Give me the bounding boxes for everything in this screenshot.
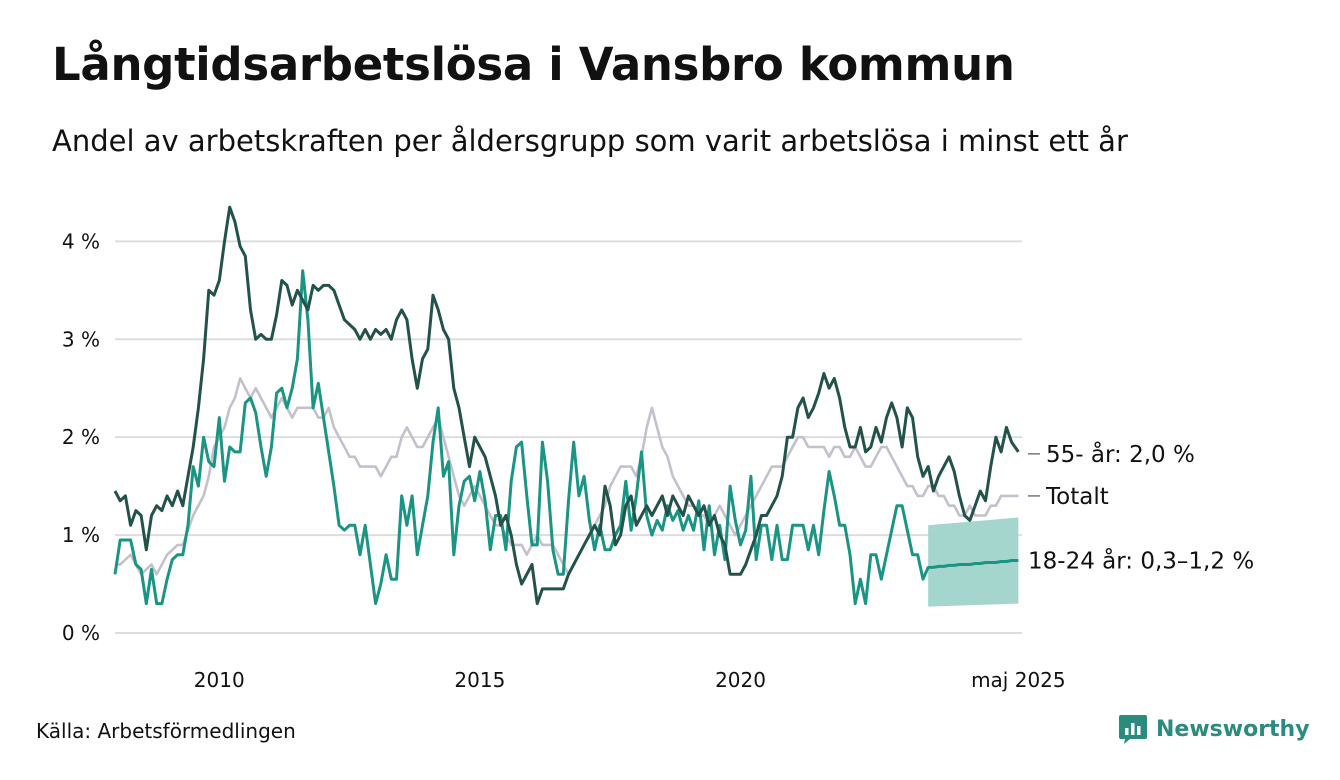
- page-title: Långtidsarbetslösa i Vansbro kommun: [52, 38, 1015, 91]
- x-tick-label: 2010: [194, 668, 245, 692]
- y-tick-label: 0 %: [62, 621, 100, 645]
- source-note: Källa: Arbetsförmedlingen: [36, 719, 296, 743]
- y-tick-label: 4 %: [62, 229, 100, 253]
- y-tick-label: 1 %: [62, 523, 100, 547]
- series-line-55: [113, 205, 1020, 606]
- end-label-55: 55- år: 2,0 %: [1046, 440, 1195, 468]
- end-label-totalt: Totalt: [1045, 484, 1109, 510]
- brand-name: Newsworthy: [1156, 716, 1310, 742]
- y-tick-label: 3 %: [62, 327, 100, 351]
- line-chart: 0 % 1 % 2 % 3 % 4 % 2010 2015 2020 maj 2025 Total…: [62, 205, 1254, 692]
- series-line-18-24: [113, 269, 1019, 606]
- brand-logo: Newsworthy: [1118, 713, 1310, 745]
- forecast-band-18-24: [928, 517, 1019, 607]
- newsworthy-logo-icon: [1119, 715, 1147, 744]
- y-tick-label: 2 %: [62, 425, 100, 449]
- x-tick-label: maj 2025: [971, 668, 1066, 692]
- x-tick-label: 2015: [454, 668, 505, 692]
- x-tick-label: 2020: [715, 668, 766, 692]
- page-subtitle: Andel av arbetskraften per åldersgrupp s…: [52, 124, 1128, 158]
- end-label-18-24: 18-24 år: 0,3–1,2 %: [1028, 547, 1254, 575]
